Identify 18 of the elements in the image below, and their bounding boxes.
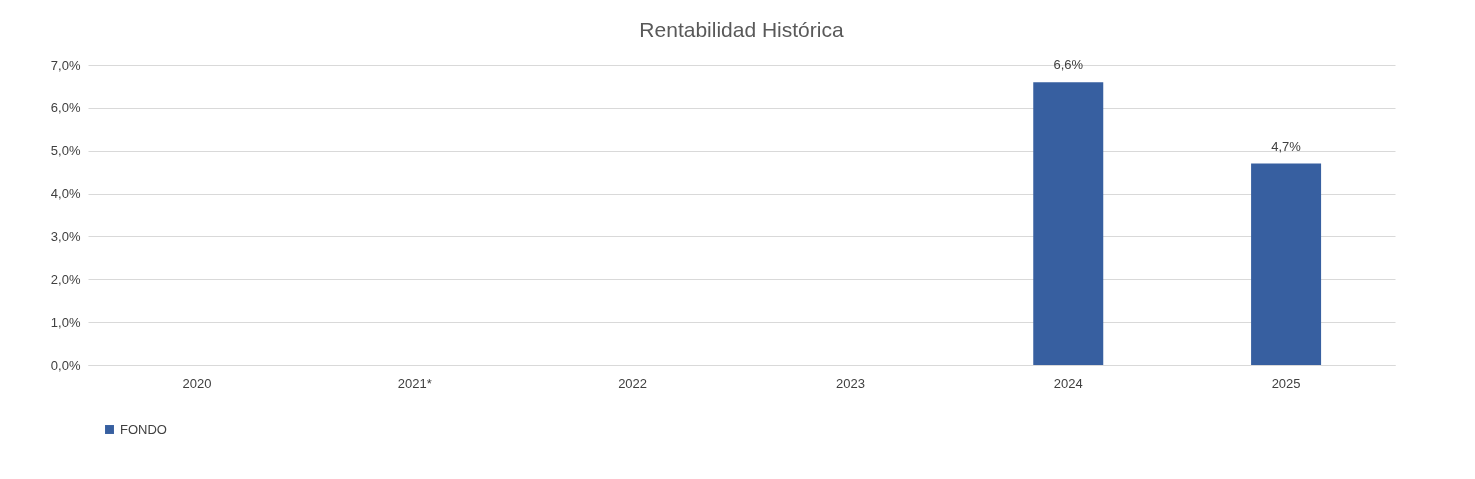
y-tick-label: 0,0% [50,357,81,373]
y-tick-label: 1,0% [50,314,81,330]
x-tick-label: 2024 [1053,375,1083,391]
data-label: 4,7% [1271,138,1302,154]
x-tick-label: 2022 [618,375,648,391]
data-label: 6,6% [1053,57,1084,73]
y-tick-label: 7,0% [50,57,81,73]
y-tick-label: 4,0% [50,186,81,202]
y-tick-label: 6,0% [50,100,81,116]
x-tick-label: 2023 [835,375,865,391]
x-tick-label: 2025 [1271,375,1301,391]
y-tick-label: 5,0% [50,143,81,159]
legend-label: FONDO [120,421,167,437]
y-tick-label: 3,0% [50,228,81,244]
y-tick-label: 2,0% [50,271,81,287]
x-tick-label: 2020 [182,375,212,391]
x-tick-label: 2021* [397,375,432,391]
chart-title: Rentabilidad Histórica [639,18,844,41]
